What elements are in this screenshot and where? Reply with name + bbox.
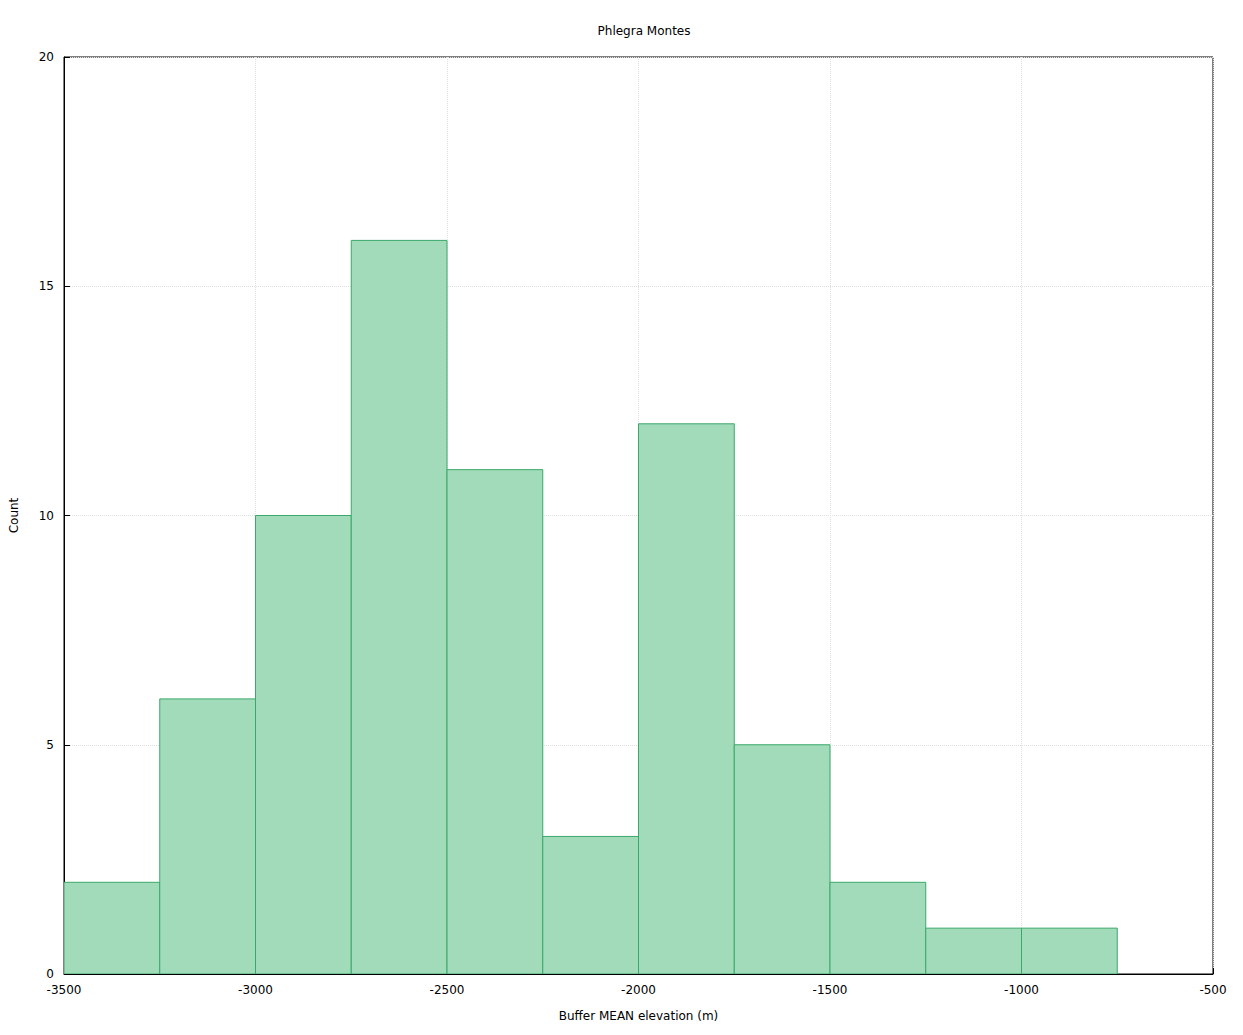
svg-text:-2500: -2500 [430,983,465,997]
svg-text:15: 15 [39,279,54,293]
svg-text:-3500: -3500 [47,983,82,997]
svg-text:5: 5 [46,738,54,752]
svg-text:Count: Count [7,497,21,533]
svg-text:0: 0 [46,967,54,981]
svg-text:-2000: -2000 [621,983,656,997]
svg-text:-500: -500 [1199,983,1226,997]
svg-text:20: 20 [39,50,54,64]
svg-text:Buffer MEAN elevation (m): Buffer MEAN elevation (m) [559,1009,719,1023]
svg-text:-1500: -1500 [813,983,848,997]
svg-text:-1000: -1000 [1004,983,1039,997]
svg-text:10: 10 [39,509,54,523]
svg-text:Phlegra Montes: Phlegra Montes [598,24,691,38]
svg-text:-3000: -3000 [238,983,273,997]
